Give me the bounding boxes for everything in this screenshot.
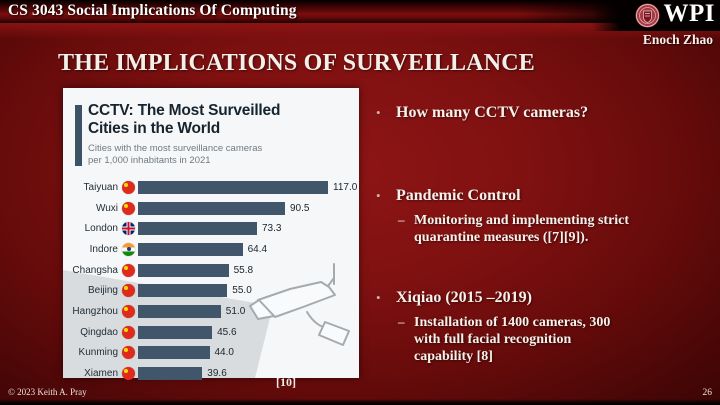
flag-cn-icon bbox=[122, 346, 135, 360]
bullet-label: Xiqiao (2015 –2019) bbox=[396, 289, 532, 306]
header-bar bbox=[0, 0, 720, 23]
chart-bar bbox=[138, 180, 328, 194]
page-number: 26 bbox=[702, 388, 713, 398]
flag-in-icon bbox=[122, 242, 135, 256]
bullet-group-cctv-cameras: How many CCTV cameras? bbox=[376, 103, 706, 123]
flag-gb-icon bbox=[122, 222, 135, 236]
chart-bar bbox=[138, 367, 203, 381]
chart-bar bbox=[138, 242, 243, 256]
chart-bar bbox=[138, 222, 257, 236]
bullet-dot-icon bbox=[376, 103, 396, 123]
chart-row: Indore 64.4 bbox=[63, 239, 359, 260]
chart-value-label: 51.0 bbox=[225, 305, 246, 317]
bullet-label: Pandemic Control bbox=[396, 187, 521, 204]
chart-bar bbox=[138, 304, 221, 318]
chart-row: Xiamen 39.6 bbox=[63, 363, 359, 384]
flag-cn-icon bbox=[122, 304, 135, 318]
copyright: © 2023 Keith A. Pray bbox=[8, 387, 87, 397]
chart-value-label: 45.6 bbox=[217, 326, 237, 338]
chart-city-label: Hangzhou bbox=[72, 305, 118, 317]
chart-rows: Taiyuan 117.0 Wuxi 90.5 London 73.3 Indore 64.4… bbox=[63, 177, 359, 384]
flag-cn-icon bbox=[122, 284, 135, 298]
cctv-camera-outline-icon bbox=[249, 263, 350, 346]
chart-city-label: London bbox=[84, 223, 118, 235]
chart-city-label: Kunming bbox=[78, 347, 118, 359]
chart-row: Hangzhou 51.0 bbox=[63, 301, 359, 322]
bottom-strip bbox=[0, 399, 720, 405]
chart-value-label: 39.6 bbox=[207, 368, 227, 380]
chart-value-label: 55.0 bbox=[232, 285, 252, 297]
chart-title: CCTV: The Most Surveilled Cities in the … bbox=[88, 102, 281, 137]
chart-city-label: Beijing bbox=[87, 285, 118, 297]
chart-bar bbox=[138, 346, 210, 360]
chart-accent-bar bbox=[75, 105, 82, 166]
chart-row: Wuxi 90.5 bbox=[63, 198, 359, 219]
sub-bullet-text: Installation of 1400 cameras, 300 with f… bbox=[414, 315, 611, 365]
chart-value-label: 44.0 bbox=[214, 347, 234, 359]
chart-value-label: 73.3 bbox=[262, 223, 282, 235]
wpi-logo-text: WPI bbox=[663, 0, 715, 27]
chart-city-label: Indore bbox=[89, 243, 118, 255]
slide-title: THE IMPLICATIONS OF SURVEILLANCE bbox=[58, 50, 535, 76]
bullet-group-pandemic-control: Pandemic Control Monitoring and implemen… bbox=[376, 186, 706, 246]
chart-row: Kunming 44.0 bbox=[63, 343, 359, 364]
chart-row: London 73.3 bbox=[63, 218, 359, 239]
chart-value-label: 117.0 bbox=[333, 181, 358, 193]
chart-bar bbox=[138, 263, 229, 277]
chart-bar bbox=[138, 284, 228, 298]
chart-value-label: 90.5 bbox=[290, 202, 310, 214]
flag-cn-icon bbox=[122, 367, 135, 381]
chart-row: Qingdao 45.6 bbox=[63, 322, 359, 343]
chart-row: Taiyuan 117.0 bbox=[63, 177, 359, 198]
course-title: CS 3043 Social Implications Of Computing bbox=[8, 2, 297, 19]
chart-row: Beijing 55.0 bbox=[63, 280, 359, 301]
author-name: Enoch Zhao bbox=[642, 32, 713, 47]
flag-cn-icon bbox=[122, 180, 135, 194]
bullet-dot-icon bbox=[376, 186, 396, 206]
flag-cn-icon bbox=[122, 201, 135, 215]
chart-bar bbox=[138, 325, 213, 339]
chart-value-label: 64.4 bbox=[247, 243, 268, 255]
cctv-chart-image: CCTV: The Most Surveilled Cities in the … bbox=[63, 88, 359, 381]
bullet-group-xiqiao: Xiqiao (2015 –2019) Installation of 1400… bbox=[376, 288, 706, 365]
chart-subtitle: Cities with the most surveillance camera… bbox=[88, 143, 263, 167]
wpi-seal-icon bbox=[635, 3, 660, 28]
chart-bar bbox=[138, 201, 285, 215]
bullet-label: How many CCTV cameras? bbox=[396, 104, 589, 121]
chart-city-label: Wuxi bbox=[95, 202, 118, 214]
flag-cn-icon bbox=[122, 263, 135, 277]
chart-row: Changsha 55.8 bbox=[63, 260, 359, 281]
header-glow bbox=[0, 23, 720, 39]
chart-city-label: Changsha bbox=[72, 264, 118, 276]
sub-bullet-dash-icon bbox=[398, 212, 414, 246]
chart-city-label: Xiamen bbox=[84, 368, 118, 380]
chart-value-label: 55.8 bbox=[233, 264, 254, 276]
chart-citation: [10] bbox=[276, 375, 296, 389]
chart-city-label: Taiyuan bbox=[83, 181, 118, 193]
bullet-dot-icon bbox=[376, 288, 396, 308]
sub-bullet-text: Monitoring and implementing strict quara… bbox=[414, 213, 630, 246]
flag-cn-icon bbox=[122, 325, 135, 339]
chart-city-label: Qingdao bbox=[80, 326, 118, 338]
sub-bullet-dash-icon bbox=[398, 314, 414, 365]
